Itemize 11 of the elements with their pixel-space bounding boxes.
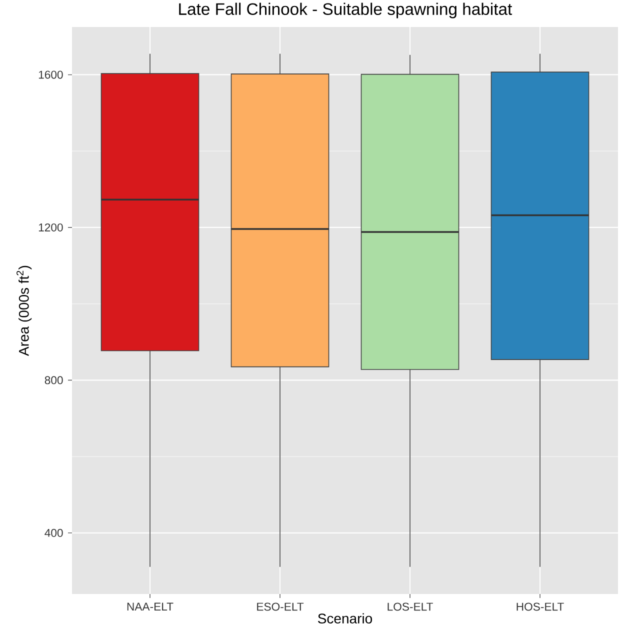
x-axis-title: Scenario bbox=[318, 613, 372, 624]
x-tick-label: NAA-ELT bbox=[127, 602, 174, 611]
x-tick-label: LOS-ELT bbox=[388, 602, 433, 611]
y-tick-label: 1600 bbox=[38, 70, 63, 79]
y-tick-label: 1200 bbox=[38, 223, 63, 232]
x-tick-label: ESO-ELT bbox=[257, 602, 304, 611]
y-tick-label: 400 bbox=[44, 528, 63, 537]
x-tick-label: HOS-ELT bbox=[516, 602, 564, 611]
chart-title: Late Fall Chinook - Suitable spawning habitat bbox=[179, 2, 512, 18]
y-axis-title: Area (000s ft$^{2}$) bbox=[16, 266, 32, 356]
y-tick-label: 800 bbox=[44, 376, 63, 384]
